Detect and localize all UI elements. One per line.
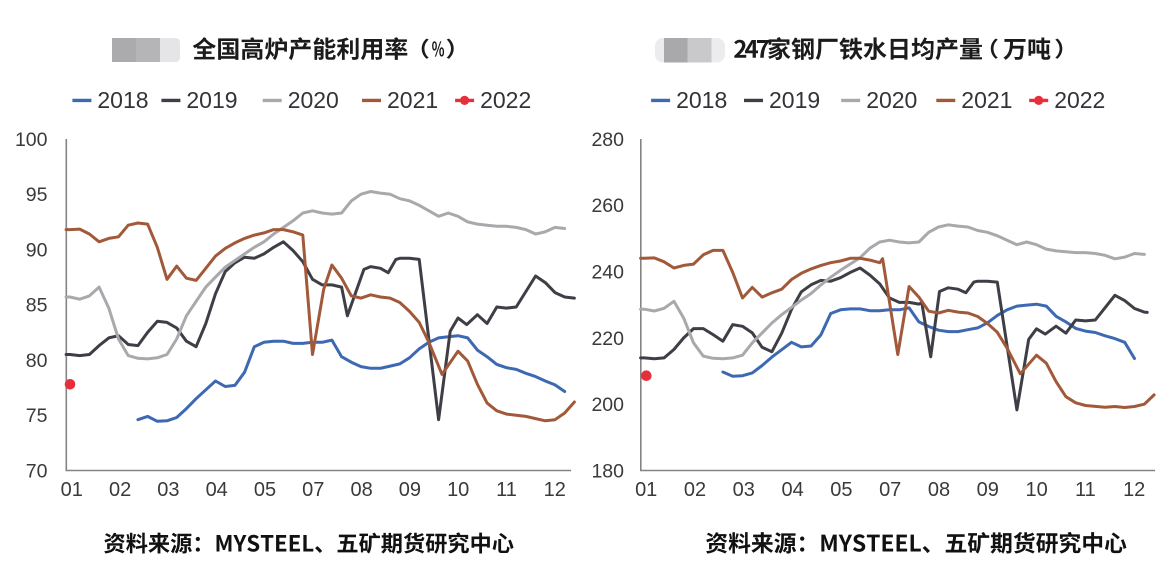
- svg-text:02: 02: [109, 479, 131, 501]
- svg-text:03: 03: [733, 479, 755, 501]
- svg-text:2020: 2020: [866, 87, 917, 113]
- svg-text:01: 01: [61, 479, 83, 501]
- svg-text:2022: 2022: [1054, 87, 1105, 113]
- svg-text:280: 280: [591, 129, 624, 151]
- svg-text:2021: 2021: [961, 87, 1012, 113]
- svg-text:07: 07: [879, 479, 901, 501]
- svg-text:01: 01: [635, 479, 657, 501]
- svg-text:05: 05: [830, 479, 852, 501]
- svg-text:12: 12: [1123, 479, 1145, 501]
- svg-text:2018: 2018: [676, 87, 727, 113]
- svg-text:200: 200: [591, 394, 624, 416]
- svg-text:80: 80: [26, 350, 48, 372]
- svg-text:2018: 2018: [97, 87, 148, 113]
- svg-text:08: 08: [350, 479, 372, 501]
- svg-text:2019: 2019: [769, 87, 820, 113]
- svg-text:2020: 2020: [288, 87, 339, 113]
- svg-text:11: 11: [1075, 479, 1096, 501]
- svg-text:2019: 2019: [186, 87, 237, 113]
- svg-text:220: 220: [591, 328, 624, 350]
- svg-text:240: 240: [591, 262, 624, 284]
- svg-text:2021: 2021: [387, 87, 438, 113]
- svg-text:09: 09: [399, 479, 421, 501]
- svg-text:08: 08: [928, 479, 950, 501]
- svg-text:75: 75: [26, 405, 48, 427]
- svg-text:10: 10: [1025, 479, 1047, 501]
- svg-text:2022: 2022: [480, 87, 531, 113]
- svg-text:11: 11: [496, 479, 517, 501]
- svg-text:100: 100: [15, 129, 48, 151]
- svg-text:09: 09: [977, 479, 999, 501]
- svg-text:95: 95: [26, 184, 48, 206]
- svg-text:70: 70: [26, 460, 48, 482]
- svg-text:02: 02: [684, 479, 706, 501]
- svg-text:04: 04: [206, 479, 228, 501]
- svg-text:10: 10: [447, 479, 469, 501]
- svg-text:03: 03: [157, 479, 179, 501]
- svg-text:85: 85: [26, 295, 48, 317]
- svg-text:05: 05: [254, 479, 276, 501]
- svg-text:180: 180: [591, 460, 624, 482]
- svg-text:12: 12: [544, 479, 566, 501]
- svg-text:260: 260: [591, 195, 624, 217]
- svg-text:90: 90: [26, 239, 48, 261]
- svg-text:07: 07: [302, 479, 324, 501]
- svg-text:04: 04: [781, 479, 803, 501]
